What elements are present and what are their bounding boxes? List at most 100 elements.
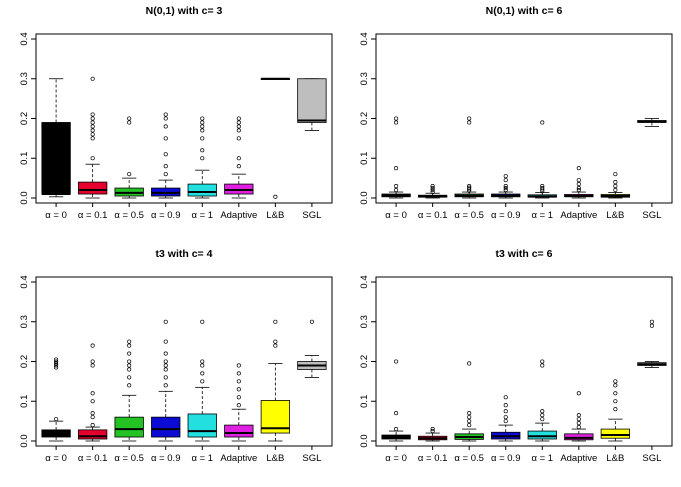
y-tick-label: 0.2 xyxy=(359,112,370,125)
outlier-point xyxy=(236,128,241,133)
outlier-point xyxy=(540,186,545,191)
x-tick-label: α = 0 xyxy=(385,210,407,221)
x-tick-label: α = 0.5 xyxy=(114,453,144,464)
outlier-point xyxy=(430,186,435,191)
outlier-point xyxy=(236,120,241,125)
box-5: α = 1 xyxy=(187,319,217,464)
y-tick-label: 0.1 xyxy=(19,395,30,408)
x-tick-label: Adaptive xyxy=(220,210,257,221)
outlier-point xyxy=(127,120,132,125)
box-3: α = 0.5 xyxy=(454,361,484,464)
outlier-point xyxy=(236,116,241,121)
outlier-point xyxy=(127,367,132,372)
iqr-box xyxy=(151,416,181,438)
x-tick-label: SGL xyxy=(642,210,661,221)
outlier-point xyxy=(576,425,581,430)
outlier-point xyxy=(163,351,168,356)
box-5: α = 1 xyxy=(527,120,557,221)
outlier-point xyxy=(236,363,241,368)
outlier-point xyxy=(503,395,508,400)
x-tick-label: SGL xyxy=(302,453,321,464)
panel-2: N(0,1) with c= 6 0.0 0.1 0.2 0.3 0.4 α = 0 α = … xyxy=(359,5,673,221)
y-tick-label: 0.3 xyxy=(359,315,370,328)
y-tick-label: 0.0 xyxy=(359,191,370,204)
x-tick-label: SGL xyxy=(302,210,321,221)
outlier-point xyxy=(273,194,278,199)
outlier-point xyxy=(127,343,132,348)
outlier-point xyxy=(90,363,95,368)
outlier-point xyxy=(163,112,168,117)
box-8: SGL xyxy=(637,118,667,221)
outlier-point xyxy=(503,419,508,424)
outlier-point xyxy=(236,403,241,408)
x-tick-label: SGL xyxy=(642,453,661,464)
outlier-point xyxy=(467,184,472,189)
outlier-point xyxy=(54,359,59,364)
outlier-point xyxy=(54,365,59,370)
outlier-point xyxy=(90,116,95,121)
outlier-point xyxy=(163,164,168,169)
outlier-point xyxy=(127,339,132,344)
outlier-point xyxy=(649,319,654,324)
outlier-point xyxy=(503,415,508,420)
x-tick-label: α = 0 xyxy=(45,453,67,464)
box-8: SGL xyxy=(637,319,667,464)
outlier-point xyxy=(163,339,168,344)
plot-frame xyxy=(35,33,333,204)
box-3: α = 0.5 xyxy=(454,116,484,221)
x-tick-label: α = 0.1 xyxy=(418,453,448,464)
outlier-point xyxy=(576,188,581,193)
outlier-point xyxy=(90,415,95,420)
iqr-box xyxy=(77,429,108,440)
outlier-point xyxy=(503,409,508,414)
box-3: α = 0.5 xyxy=(114,116,144,221)
outlier-point xyxy=(163,383,168,388)
x-tick-label: α = 0.1 xyxy=(78,453,108,464)
outlier-point xyxy=(576,391,581,396)
outlier-point xyxy=(430,188,435,193)
x-tick-label: α = 0.5 xyxy=(114,210,144,221)
outlier-point xyxy=(649,323,654,328)
outlier-point xyxy=(236,156,241,161)
outlier-point xyxy=(540,363,545,368)
x-tick-label: α = 0.1 xyxy=(418,210,448,221)
outlier-point xyxy=(503,186,508,191)
outlier-point xyxy=(54,361,59,366)
outlier-point xyxy=(576,413,581,418)
panel-1: N(0,1) with c= 3 0.0 0.1 0.2 0.3 0.4 α = 0 α = … xyxy=(19,5,333,221)
outlier-point xyxy=(163,363,168,368)
box-1: α = 0 xyxy=(41,357,71,464)
y-tick-label: 0.1 xyxy=(359,152,370,165)
box-2: α = 0.1 xyxy=(78,76,107,221)
y-tick-label: 0.0 xyxy=(19,434,30,447)
outlier-point xyxy=(613,188,618,193)
outlier-point xyxy=(430,189,435,195)
outlier-point xyxy=(90,423,95,428)
outlier-point xyxy=(90,391,95,396)
x-tick-label: L&B xyxy=(606,210,624,221)
outlier-point xyxy=(467,423,472,428)
outlier-point xyxy=(127,363,132,368)
x-tick-label: α = 1 xyxy=(531,453,553,464)
outlier-point xyxy=(503,188,508,193)
box-1: α = 0 xyxy=(381,359,411,464)
outlier-point xyxy=(540,409,545,414)
outlier-point xyxy=(127,116,132,121)
outlier-point xyxy=(576,166,581,171)
plot-frame xyxy=(375,33,673,204)
outlier-point xyxy=(236,124,241,129)
box-6: Adaptive xyxy=(220,116,257,221)
outlier-point xyxy=(127,359,132,364)
outlier-point xyxy=(54,363,59,368)
outlier-point xyxy=(90,156,95,161)
outlier-point xyxy=(467,120,472,125)
outlier-point xyxy=(90,359,95,364)
box-3: α = 0.5 xyxy=(114,339,144,464)
y-tick-label: 0.0 xyxy=(359,434,370,447)
x-tick-label: L&B xyxy=(266,210,284,221)
outlier-point xyxy=(430,427,435,432)
outlier-point xyxy=(503,178,508,183)
outlier-point xyxy=(394,359,399,364)
outlier-point xyxy=(236,136,241,141)
outlier-point xyxy=(200,124,205,129)
